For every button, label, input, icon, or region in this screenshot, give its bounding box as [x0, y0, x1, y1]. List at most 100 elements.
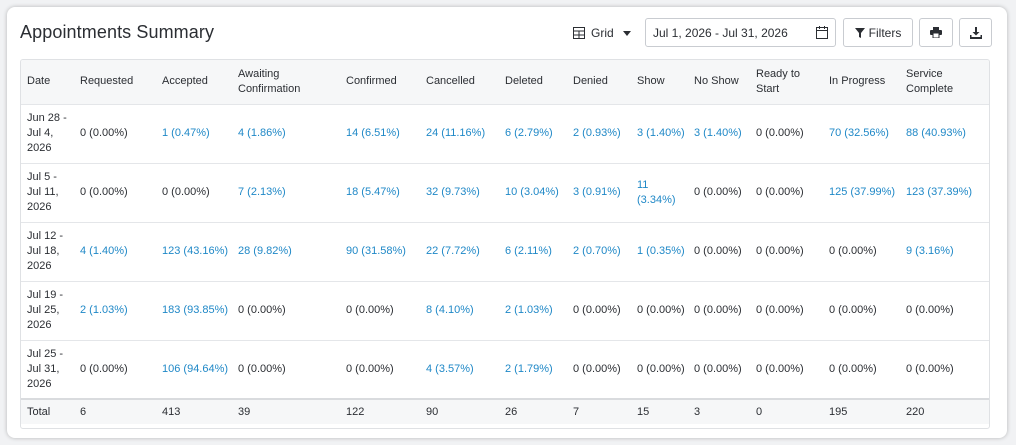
count-link[interactable]: 4 (1.40%): [80, 245, 128, 257]
column-header[interactable]: Deleted: [505, 75, 543, 88]
count-link[interactable]: 1 (0.47%): [162, 127, 210, 139]
total-cell: 90: [426, 405, 439, 418]
date-cell: Jul 12 - Jul 18, 2026: [27, 230, 64, 272]
table-cell: 0 (0.00%): [232, 340, 340, 399]
date-cell: Jul 25 - Jul 31, 2026: [27, 347, 64, 390]
column-header[interactable]: Date: [27, 75, 51, 88]
count-link[interactable]: 22 (7.72%): [426, 245, 480, 257]
table-row: Jul 5 - Jul 11, 2026 0 (0.00%) 0 (0.00%) 7 …: [21, 163, 989, 222]
count-link[interactable]: 183 (93.85%): [162, 304, 229, 316]
table-cell: 1 (0.35%): [631, 222, 688, 281]
total-cell: 413: [162, 405, 181, 418]
date-range-picker[interactable]: Jul 1, 2026 - Jul 31, 2026: [645, 18, 836, 47]
table-cell: 22 (7.72%): [420, 222, 499, 281]
count-link[interactable]: 28 (9.82%): [238, 245, 292, 257]
count-link[interactable]: 3 (1.40%): [694, 127, 742, 139]
column-header[interactable]: In Progress: [829, 75, 886, 88]
table-cell: 0 (0.00%): [750, 163, 823, 222]
count-value: 0 (0.00%): [756, 304, 804, 316]
table-cell: 0 (0.00%): [232, 281, 340, 340]
count-link[interactable]: 32 (9.73%): [426, 186, 480, 198]
table-cell: 3 (0.91%): [567, 163, 631, 222]
count-link[interactable]: 123 (37.39%): [906, 186, 973, 198]
table-cell: 90 (31.58%): [340, 222, 420, 281]
column-header[interactable]: Requested: [80, 75, 134, 88]
column-header[interactable]: Awaiting Confirmation: [238, 67, 301, 95]
table-cell: 2 (1.03%): [499, 281, 567, 340]
date-cell: Jul 5 - Jul 11, 2026: [27, 171, 59, 213]
table-cell: 0 (0.00%): [74, 340, 156, 399]
count-link[interactable]: 10 (3.04%): [505, 186, 559, 198]
count-link[interactable]: 2 (0.70%): [573, 245, 621, 257]
count-link[interactable]: 7 (2.13%): [238, 186, 286, 198]
table-cell: 0 (0.00%): [74, 163, 156, 222]
count-value: 0 (0.00%): [756, 186, 804, 198]
count-value: 0 (0.00%): [906, 362, 954, 375]
table-cell: 1 (0.47%): [156, 104, 232, 163]
calendar-icon: [816, 26, 828, 39]
column-header[interactable]: Service Complete: [906, 67, 954, 95]
count-link[interactable]: 24 (11.16%): [426, 127, 486, 139]
count-value: 0 (0.00%): [238, 304, 286, 316]
table-cell: 123 (43.16%): [156, 222, 232, 281]
count-value: 0 (0.00%): [162, 186, 210, 198]
count-link[interactable]: 4 (1.86%): [238, 127, 286, 139]
count-link[interactable]: 8 (4.10%): [426, 304, 474, 316]
count-link[interactable]: 3 (1.40%): [637, 127, 685, 139]
column-header[interactable]: Cancelled: [426, 75, 475, 88]
total-cell: 26: [505, 405, 518, 418]
table-cell: 3 (1.40%): [688, 104, 750, 163]
table-cell: 0 (0.00%): [823, 281, 900, 340]
table-cell: 0 (0.00%): [688, 163, 750, 222]
table-cell: 70 (32.56%): [823, 104, 900, 163]
count-link[interactable]: 125 (37.99%): [829, 186, 896, 198]
count-link[interactable]: 3 (0.91%): [573, 186, 621, 198]
total-cell: 195: [829, 405, 848, 418]
table-cell: 0 (0.00%): [340, 340, 420, 399]
table-row: Jun 28 - Jul 4, 2026 0 (0.00%) 1 (0.47%) 4 …: [21, 104, 989, 163]
count-link[interactable]: 6 (2.79%): [505, 127, 553, 139]
column-header[interactable]: Ready to Start: [756, 67, 801, 95]
total-cell: 6: [80, 405, 87, 418]
count-link[interactable]: 2 (1.03%): [80, 304, 128, 316]
count-link[interactable]: 88 (40.93%): [906, 127, 966, 139]
count-value: 0 (0.00%): [694, 304, 742, 316]
filters-label: Filters: [868, 25, 902, 40]
column-header[interactable]: Confirmed: [346, 75, 397, 88]
count-link[interactable]: 70 (32.56%): [829, 127, 889, 139]
count-link[interactable]: 11 (3.34%): [637, 178, 676, 206]
column-header[interactable]: Show: [637, 75, 665, 88]
date-cell: Jul 19 - Jul 25, 2026: [27, 289, 64, 331]
column-header[interactable]: Denied: [573, 75, 608, 88]
count-link[interactable]: 18 (5.47%): [346, 186, 400, 198]
count-link[interactable]: 6 (2.11%): [505, 245, 552, 257]
count-link[interactable]: 123 (43.16%): [162, 245, 229, 257]
count-value: 0 (0.00%): [756, 127, 804, 139]
count-link[interactable]: 4 (3.57%): [426, 362, 474, 375]
table-cell: 0 (0.00%): [688, 281, 750, 340]
table-row: Jul 12 - Jul 18, 2026 4 (1.40%) 123 (43.16…: [21, 222, 989, 281]
count-value: 0 (0.00%): [906, 304, 954, 316]
count-link[interactable]: 2 (0.93%): [573, 127, 621, 139]
download-button[interactable]: [959, 18, 992, 47]
count-link[interactable]: 106 (94.64%): [162, 362, 229, 375]
grid-icon: [573, 27, 585, 39]
view-toggle[interactable]: Grid: [567, 18, 637, 48]
table-cell: 0 (0.00%): [74, 104, 156, 163]
count-link[interactable]: 9 (3.16%): [906, 245, 954, 257]
count-link[interactable]: 2 (1.79%): [505, 362, 553, 375]
table-cell: 32 (9.73%): [420, 163, 499, 222]
date-range-value: Jul 1, 2026 - Jul 31, 2026: [653, 25, 788, 40]
view-label: Grid: [591, 26, 614, 40]
filters-button[interactable]: Filters: [843, 18, 913, 47]
count-link[interactable]: 2 (1.03%): [505, 304, 553, 316]
column-header[interactable]: No Show: [694, 75, 739, 88]
table-cell: 4 (1.86%): [232, 104, 340, 163]
count-link[interactable]: 1 (0.35%): [637, 245, 685, 257]
table-cell: 0 (0.00%): [823, 222, 900, 281]
column-header[interactable]: Accepted: [162, 75, 208, 88]
count-link[interactable]: 90 (31.58%): [346, 245, 406, 257]
print-button[interactable]: [919, 18, 953, 47]
table-cell: 0 (0.00%): [750, 222, 823, 281]
count-link[interactable]: 14 (6.51%): [346, 127, 400, 139]
